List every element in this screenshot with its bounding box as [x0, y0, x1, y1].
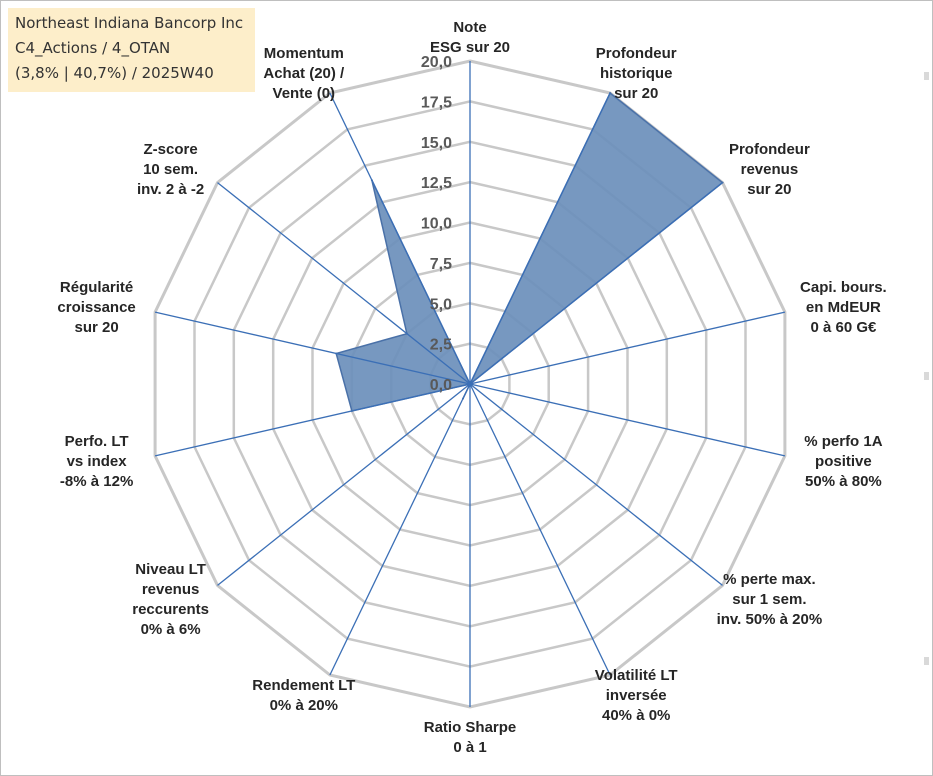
radar-series — [335, 91, 724, 412]
tick-label: 20,0 — [421, 54, 452, 71]
axis-label-line: reccurents — [132, 601, 209, 618]
axis-label: % perte max. sur 1 sem. inv. 50% à 20% — [717, 571, 823, 628]
radar-spokes — [154, 61, 786, 707]
tick-label: 10,0 — [421, 216, 452, 233]
axis-label-line: -8% à 12% — [60, 473, 133, 490]
axis-label-line: Vente (0) — [273, 85, 336, 102]
axis-label-line: ESG sur 20 — [430, 39, 510, 56]
info-box: Northeast Indiana Bancorp Inc C4_Actions… — [8, 8, 255, 92]
axis-spoke — [329, 92, 471, 385]
axis-label-line: Rendement LT — [252, 677, 355, 694]
axis-label: Régularité croissance sur 20 — [57, 279, 135, 336]
axis-label: % perfo 1A positive 50% à 80% — [804, 433, 883, 490]
axis-label-line: Profondeur — [729, 141, 810, 158]
company-name: Northeast Indiana Bancorp Inc — [15, 14, 244, 32]
axis-label-line: revenus — [741, 161, 799, 178]
axis-label-line: Régularité — [60, 279, 133, 296]
tick-label: 12,5 — [421, 175, 452, 192]
axis-label: Perfo. LT vs index -8% à 12% — [60, 433, 133, 490]
axis-spoke — [217, 182, 471, 385]
axis-label-line: croissance — [57, 299, 135, 316]
axis-label-line: inv. 50% à 20% — [717, 611, 823, 628]
tick-label: 7,5 — [430, 256, 452, 273]
axis-spoke — [469, 92, 611, 385]
axis-label-line: Profondeur — [596, 45, 677, 62]
axis-label-line: Niveau LT — [135, 561, 206, 578]
axis-label-line: % perte max. — [723, 571, 816, 588]
axis-label-line: 0% à 6% — [141, 621, 201, 638]
axis-label-line: sur 20 — [747, 181, 791, 198]
axis-label-line: 0% à 20% — [270, 697, 338, 714]
axis-label-line: Capi. bours. — [800, 279, 887, 296]
axis-label-line: 10 sem. — [143, 161, 198, 178]
axis-spoke — [469, 383, 786, 457]
axis-label-line: sur 1 sem. — [732, 591, 806, 608]
tick-label: 5,0 — [430, 296, 452, 313]
axis-label-line: historique — [600, 65, 673, 82]
tick-label: 2,5 — [430, 337, 452, 354]
radar-tick-labels: 0,0 2,5 5,0 7,5 10,0 12,5 15,0 17,5 20,0 — [421, 54, 452, 394]
axis-label-line: 40% à 0% — [602, 707, 670, 724]
axis-label-line: sur 20 — [614, 85, 658, 102]
tick-label: 15,0 — [421, 135, 452, 152]
axis-label-line: Ratio Sharpe — [424, 719, 517, 736]
axis-label-line: revenus — [142, 581, 200, 598]
axis-spoke — [469, 311, 786, 385]
axis-label: Niveau LT revenus reccurents 0% à 6% — [132, 561, 209, 638]
axis-label-line: vs index — [67, 453, 128, 470]
radar-axis-labels: Note ESG sur 20 Profondeur historique sur 20… — [57, 19, 886, 756]
axis-label-line: 0 à 1 — [453, 739, 486, 756]
scroll-marker — [924, 657, 929, 665]
tick-label: 0,0 — [430, 377, 452, 394]
axis-label: Momentum Achat (20) / Vente (0) — [263, 45, 345, 102]
axis-label-line: 0 à 60 G€ — [810, 319, 877, 336]
scroll-marker — [924, 72, 929, 80]
axis-label: Profondeur historique sur 20 — [596, 45, 677, 102]
axis-label: Capi. bours. en MdEUR 0 à 60 G€ — [800, 279, 887, 336]
axis-label-line: Volatilité LT — [595, 667, 678, 684]
axis-label: Rendement LT 0% à 20% — [252, 677, 355, 714]
axis-label-line: inversée — [606, 687, 667, 704]
axis-spoke — [217, 383, 471, 586]
axis-label: Ratio Sharpe 0 à 1 — [424, 719, 517, 756]
axis-label: Profondeur revenus sur 20 — [729, 141, 810, 198]
axis-spoke — [469, 383, 611, 676]
axis-label: Note ESG sur 20 — [430, 19, 510, 56]
scrollbar[interactable] — [922, 2, 931, 774]
tick-label: 17,5 — [421, 94, 452, 111]
axis-spoke — [154, 311, 471, 385]
axis-label-line: 50% à 80% — [805, 473, 882, 490]
scroll-marker — [924, 372, 929, 380]
axis-label-line: % perfo 1A — [804, 433, 883, 450]
stats-label: (3,8% | 40,7%) / 2025W40 — [15, 64, 214, 82]
category-label: C4_Actions / 4_OTAN — [15, 39, 171, 57]
axis-label-line: sur 20 — [74, 319, 118, 336]
axis-label-line: Achat (20) / — [263, 65, 345, 82]
axis-label: Volatilité LT inversée 40% à 0% — [595, 667, 678, 724]
axis-label-line: Note — [453, 19, 486, 36]
axis-spoke — [469, 182, 723, 385]
axis-label: Z-score 10 sem. inv. 2 à -2 — [137, 141, 204, 198]
axis-label-line: positive — [815, 453, 872, 470]
axis-spoke — [154, 383, 471, 457]
axis-label-line: Z-score — [144, 141, 198, 158]
axis-spoke — [329, 383, 471, 676]
axis-label-line: en MdEUR — [806, 299, 881, 316]
axis-label-line: Perfo. LT — [65, 433, 129, 450]
axis-label-line: Momentum — [264, 45, 344, 62]
axis-spoke — [469, 383, 723, 586]
axis-label-line: inv. 2 à -2 — [137, 181, 204, 198]
series-area — [335, 91, 724, 412]
